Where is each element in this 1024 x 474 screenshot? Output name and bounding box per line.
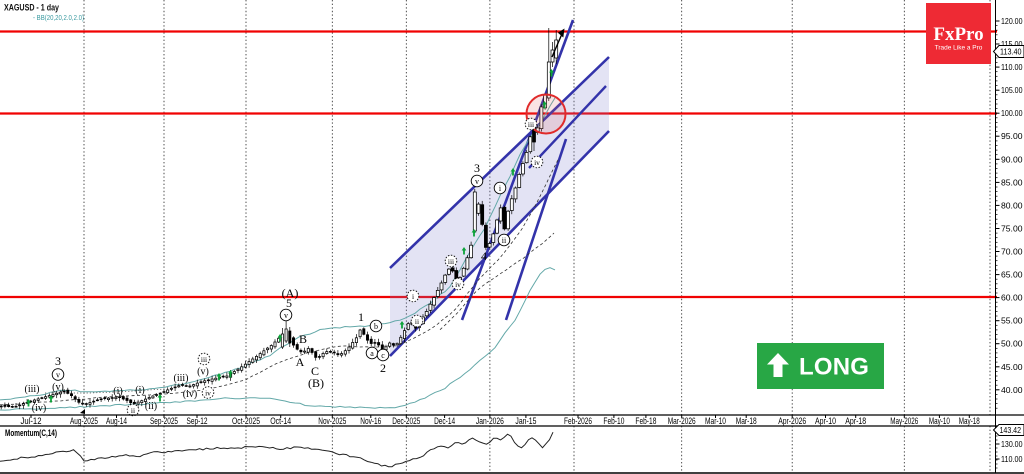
- svg-text:Jan-2026: Jan-2026: [476, 416, 504, 427]
- svg-text:(i): (i): [135, 385, 144, 396]
- svg-text:iii: iii: [201, 355, 207, 364]
- svg-text:iv: iv: [534, 158, 540, 167]
- svg-text:Apr-18: Apr-18: [845, 416, 866, 427]
- svg-text:(iii): (iii): [174, 373, 189, 384]
- svg-text:Mar-10: Mar-10: [705, 416, 726, 427]
- svg-text:Feb-2026: Feb-2026: [564, 416, 592, 427]
- svg-text:(B): (B): [308, 376, 324, 390]
- svg-text:iv: iv: [205, 388, 211, 397]
- svg-text:Mar-18: Mar-18: [736, 416, 757, 427]
- svg-text:3: 3: [474, 161, 480, 175]
- svg-text:95.00: 95.00: [1001, 131, 1023, 141]
- svg-text:Dec-2025: Dec-2025: [392, 416, 420, 427]
- svg-text:Trade Like a Pro: Trade Like a Pro: [935, 45, 983, 52]
- svg-text:Sep-12: Sep-12: [187, 416, 208, 427]
- svg-text:iii: iii: [528, 120, 534, 129]
- svg-text:(A): (A): [282, 286, 299, 300]
- svg-text:(i): (i): [113, 386, 122, 397]
- svg-text:Nov-16: Nov-16: [360, 416, 381, 427]
- svg-text:LONG: LONG: [799, 354, 869, 381]
- svg-text:80.00: 80.00: [1001, 200, 1023, 210]
- svg-text:50.00: 50.00: [1001, 339, 1023, 349]
- svg-text:105.00: 105.00: [1001, 85, 1023, 95]
- svg-text:ii: ii: [415, 317, 419, 326]
- svg-text:Jul-12: Jul-12: [21, 416, 42, 427]
- svg-text:60.00: 60.00: [1001, 293, 1023, 303]
- svg-text:Feb-18: Feb-18: [635, 416, 656, 427]
- svg-text:iv: iv: [455, 280, 461, 289]
- svg-text:(iii): (iii): [25, 384, 40, 395]
- svg-text:(iv): (iv): [32, 403, 46, 414]
- svg-text:May-18: May-18: [959, 416, 980, 427]
- svg-text:(v): (v): [52, 382, 64, 393]
- svg-text:4: 4: [481, 249, 487, 263]
- svg-text:iii: iii: [448, 257, 454, 266]
- svg-text:90.00: 90.00: [1001, 154, 1023, 164]
- svg-text:130.00: 130.00: [1001, 439, 1023, 449]
- svg-text:C: C: [311, 364, 319, 378]
- svg-text:ii: ii: [131, 406, 135, 415]
- svg-text:110.00: 110.00: [1001, 62, 1023, 72]
- svg-text:XAGUSD - 1 day: XAGUSD - 1 day: [4, 3, 60, 14]
- svg-text:40.00: 40.00: [1001, 385, 1023, 395]
- svg-text:b: b: [374, 322, 378, 331]
- svg-text:Oct-14: Oct-14: [270, 416, 291, 427]
- svg-text:Dec-14: Dec-14: [434, 416, 455, 427]
- svg-text:115.00: 115.00: [1001, 39, 1023, 49]
- svg-text:v: v: [56, 370, 60, 379]
- svg-text:v: v: [284, 311, 288, 320]
- svg-text:75.00: 75.00: [1001, 224, 1023, 234]
- svg-text:v: v: [475, 177, 479, 186]
- svg-text:(ii): (ii): [145, 401, 157, 412]
- svg-text:110.00: 110.00: [1001, 454, 1023, 464]
- svg-text:5: 5: [286, 296, 292, 310]
- svg-text:a: a: [370, 349, 374, 358]
- svg-text:70.00: 70.00: [1001, 247, 1023, 257]
- svg-text:2: 2: [380, 361, 386, 375]
- svg-text:Mar-2026: Mar-2026: [668, 416, 696, 427]
- svg-text:85.00: 85.00: [1001, 177, 1023, 187]
- svg-text:FxPro: FxPro: [933, 24, 983, 45]
- svg-text:B: B: [299, 332, 307, 346]
- svg-text:Feb-10: Feb-10: [603, 416, 624, 427]
- svg-text:- BB(20,20,2.0,2.0): - BB(20,20,2.0,2.0): [33, 15, 84, 22]
- svg-text:Aug-14: Aug-14: [106, 416, 127, 427]
- svg-text:Jan-15: Jan-15: [515, 416, 536, 427]
- svg-text:Aug-2025: Aug-2025: [70, 416, 98, 427]
- svg-text:May-10: May-10: [929, 416, 950, 427]
- svg-text:i: i: [499, 184, 502, 193]
- svg-text:(v): (v): [197, 367, 209, 378]
- svg-text:3: 3: [55, 354, 61, 368]
- svg-text:A: A: [296, 355, 305, 369]
- svg-text:May-2026: May-2026: [890, 416, 918, 427]
- svg-text:Momentum(C,14): Momentum(C,14): [5, 428, 57, 439]
- svg-text:Apr-2026: Apr-2026: [778, 416, 806, 427]
- svg-text:Oct-2025: Oct-2025: [232, 416, 260, 427]
- svg-text:55.00: 55.00: [1001, 316, 1023, 326]
- svg-text:(iv): (iv): [183, 389, 197, 400]
- svg-text:143.42: 143.42: [1000, 425, 1022, 435]
- svg-text:Sep-2025: Sep-2025: [150, 416, 178, 427]
- svg-text:c: c: [381, 351, 385, 360]
- svg-text:Apr-10: Apr-10: [815, 416, 836, 427]
- svg-text:45.00: 45.00: [1001, 362, 1023, 372]
- svg-text:113.40: 113.40: [1000, 47, 1022, 57]
- svg-text:1: 1: [358, 310, 364, 324]
- svg-text:ii: ii: [502, 236, 507, 245]
- svg-text:120.00: 120.00: [1001, 16, 1023, 26]
- svg-text:Nov-2025: Nov-2025: [318, 416, 346, 427]
- svg-text:65.00: 65.00: [1001, 270, 1023, 280]
- svg-text:i: i: [412, 292, 414, 301]
- svg-text:100.00: 100.00: [1001, 108, 1023, 118]
